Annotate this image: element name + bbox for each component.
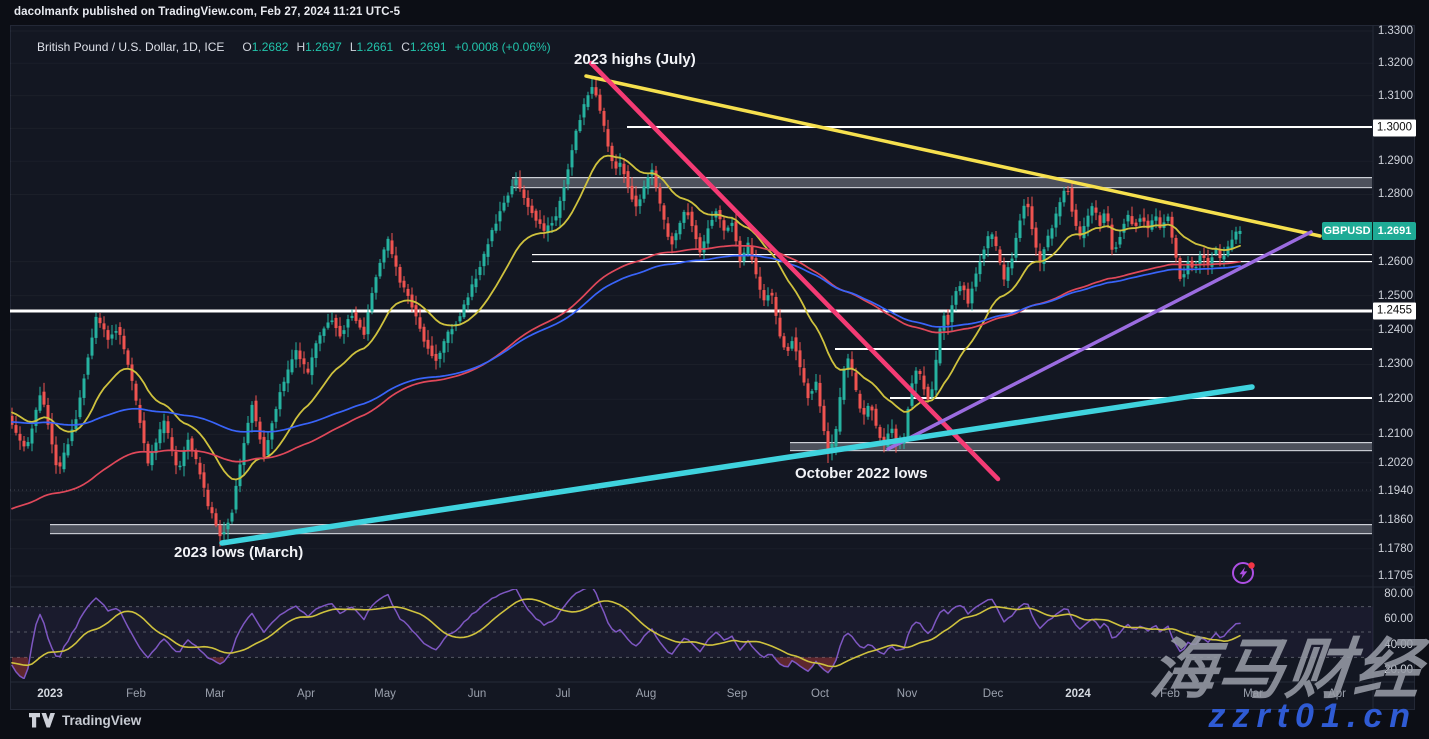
notification-dot bbox=[1248, 562, 1255, 569]
current-price-tag: GBPUSD 1.2691 bbox=[1322, 221, 1416, 240]
price-tick-1.3300: 1.3300 bbox=[1377, 25, 1413, 37]
ohlc-label-H: H bbox=[296, 40, 306, 54]
price-tick-1.2500: 1.2500 bbox=[1377, 289, 1413, 302]
ohlc-value-L: 1.2661 bbox=[356, 40, 394, 54]
price-tick-1.2900: 1.2900 bbox=[1377, 155, 1413, 168]
tradingview-logo bbox=[29, 713, 55, 728]
symbol-legend[interactable]: British Pound / U.S. Dollar, 1D, ICE O1.2… bbox=[37, 40, 551, 54]
time-tick-Nov: Nov bbox=[896, 688, 918, 700]
price-tick-1.2300: 1.2300 bbox=[1377, 358, 1413, 371]
support-resistance-zones bbox=[50, 177, 1372, 535]
time-tick-May: May bbox=[374, 688, 396, 700]
level-1.2340 bbox=[835, 348, 1372, 350]
ohlc-label-O: O bbox=[242, 40, 252, 54]
ohlc-value-H: 1.2697 bbox=[305, 40, 342, 54]
level-1.2455 bbox=[10, 309, 1372, 313]
price-tick-1.2600: 1.2600 bbox=[1377, 255, 1413, 268]
horizontal-levels bbox=[10, 126, 1372, 491]
rsi-line bbox=[11, 589, 1241, 679]
long-term-uptrend-line bbox=[219, 384, 1255, 546]
ohlc-value-O: 1.2682 bbox=[251, 40, 289, 54]
price-tag-value: 1.2691 bbox=[1373, 221, 1416, 240]
time-tick-Mar: Mar bbox=[1243, 688, 1263, 700]
annotation-july-highs: 2023 highs (July) bbox=[574, 51, 696, 68]
price-tick-1.2800: 1.2800 bbox=[1377, 188, 1413, 201]
chart-frame bbox=[10, 25, 1415, 710]
ohlc-value-C: 1.2691 bbox=[409, 40, 447, 54]
time-tick-Sep: Sep bbox=[726, 688, 748, 700]
rsi-tick-80.00: 80.00 bbox=[1384, 588, 1413, 600]
price-tick-1.1860: 1.1860 bbox=[1377, 513, 1413, 526]
candlestick-series bbox=[11, 78, 1242, 547]
ema-fast-21-line bbox=[11, 154, 1241, 481]
time-tick-Apr: Apr bbox=[297, 688, 315, 700]
time-tick-Jun: Jun bbox=[467, 688, 487, 700]
time-tick-Feb: Feb bbox=[126, 688, 146, 700]
ohlc-label-C: C bbox=[401, 40, 410, 54]
ema-slow-120-line bbox=[11, 254, 1241, 433]
trendlines bbox=[219, 60, 1322, 546]
price-tick-1.1705: 1.1705 bbox=[1377, 570, 1413, 582]
annotation-october-2022-lows: October 2022 lows bbox=[795, 465, 928, 482]
ohlc-values: O1.2682 H1.2697 L1.2661 C1.2691 bbox=[234, 40, 446, 54]
rsi-tick-20.00: 20.00 bbox=[1384, 664, 1413, 676]
rsi-oversold-fill bbox=[12, 657, 836, 679]
change-value: +0.0008 (+0.06%) bbox=[454, 40, 551, 54]
march-2023-lows-zone bbox=[50, 524, 1372, 535]
october-2022-lows-zone bbox=[790, 442, 1372, 452]
resistance-zone-1.2600 bbox=[532, 254, 1372, 263]
publish-info: dacolmanfx published on TradingView.com,… bbox=[14, 6, 401, 18]
rsi-tick-60.00: 60.00 bbox=[1384, 613, 1413, 626]
price-tick-1.1780: 1.1780 bbox=[1377, 542, 1413, 555]
steep-downtrend-line bbox=[588, 60, 1001, 482]
price-tick-1.2100: 1.2100 bbox=[1377, 428, 1413, 441]
time-tick-Aug: Aug bbox=[635, 688, 657, 700]
price-tag-symbol: GBPUSD bbox=[1322, 221, 1373, 240]
tradingview-brand-text: TradingView bbox=[62, 713, 142, 728]
price-tick-1.3200: 1.3200 bbox=[1377, 57, 1413, 70]
symbol-title[interactable]: British Pound / U.S. Dollar, 1D, ICE bbox=[37, 40, 225, 54]
watermark-site: zzrt01.cn bbox=[1208, 697, 1417, 735]
rsi-tick-40.00: 40.00 bbox=[1384, 638, 1413, 651]
time-tick-Feb: Feb bbox=[1160, 688, 1180, 700]
ohlc-label-L: L bbox=[349, 40, 357, 54]
rsi-indicator-pane bbox=[10, 589, 1373, 679]
time-tick-Mar: Mar bbox=[205, 688, 225, 700]
ema-mid-100-line bbox=[11, 244, 1241, 510]
time-tick-Dec: Dec bbox=[982, 688, 1004, 700]
time-tick-2024: 2024 bbox=[1065, 688, 1091, 700]
resistance-zone-1.2800 bbox=[512, 177, 1372, 189]
price-tick-1.2200: 1.2200 bbox=[1377, 393, 1413, 406]
time-tick-Jul: Jul bbox=[555, 688, 571, 700]
level-1.3000 bbox=[627, 126, 1372, 128]
price-level-label-1.3000: 1.3000 bbox=[1373, 119, 1416, 137]
annotation-march-2023-lows: 2023 lows (March) bbox=[174, 544, 304, 561]
boost-reactions-icon[interactable] bbox=[1230, 559, 1258, 592]
time-tick-2023: 2023 bbox=[37, 688, 63, 700]
time-tick-Oct: Oct bbox=[811, 688, 829, 700]
price-tick-1.1940: 1.1940 bbox=[1377, 485, 1413, 498]
descending-trendline-from-july-highs bbox=[584, 74, 1322, 238]
price-tick-1.2020: 1.2020 bbox=[1377, 456, 1413, 469]
ascending-line-from-october-lows bbox=[886, 230, 1313, 451]
pane-borders bbox=[10, 25, 1415, 710]
tradingview-attribution[interactable]: TradingView bbox=[28, 712, 141, 729]
price-level-label-1.2455: 1.2455 bbox=[1373, 302, 1416, 320]
level-1.2200 bbox=[890, 397, 1372, 399]
time-tick-Apr: Apr bbox=[1328, 688, 1346, 700]
rsi-ma-line bbox=[11, 598, 1241, 668]
price-tick-1.2400: 1.2400 bbox=[1377, 323, 1413, 336]
moving-averages bbox=[11, 154, 1241, 510]
price-tick-1.3100: 1.3100 bbox=[1377, 89, 1413, 102]
